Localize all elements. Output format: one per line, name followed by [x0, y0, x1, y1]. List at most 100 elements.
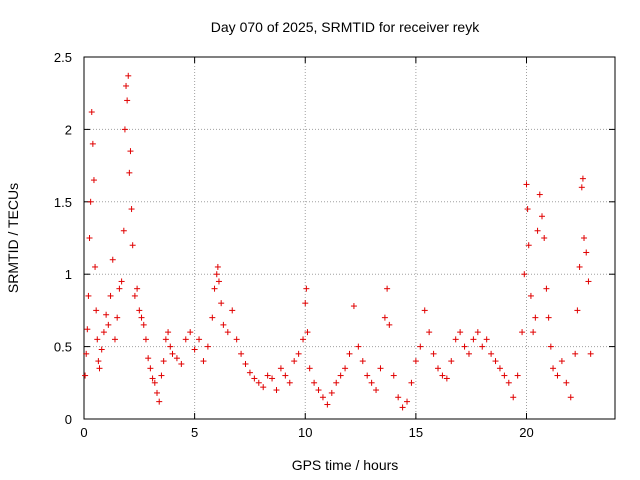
data-point [328, 389, 335, 396]
data-point [204, 343, 211, 350]
data-point [138, 314, 145, 321]
plot-frame [83, 56, 616, 420]
data-point [123, 82, 130, 89]
data-point [96, 365, 103, 372]
data-point [196, 336, 203, 343]
data-point [443, 375, 450, 382]
data-point [576, 263, 583, 270]
data-point [350, 303, 357, 310]
data-point [435, 365, 441, 372]
data-point [134, 285, 141, 292]
data-point [534, 227, 541, 234]
data-point [461, 343, 468, 350]
data-point [238, 350, 245, 357]
data-point [381, 314, 388, 321]
data-point [218, 300, 225, 307]
data-point [579, 175, 586, 182]
data-point [116, 285, 123, 292]
data-point [269, 375, 276, 382]
data-point [154, 389, 161, 396]
data-point [470, 336, 477, 343]
data-point [291, 358, 298, 365]
grid-lines [84, 57, 615, 419]
data-point [448, 358, 455, 365]
data-point [88, 109, 95, 116]
data-point [355, 343, 362, 350]
data-point [127, 148, 134, 155]
data-point [510, 394, 517, 401]
data-point [255, 379, 262, 386]
data-point [583, 249, 590, 256]
data-point [319, 394, 326, 401]
data-point [567, 394, 574, 401]
data-point [209, 314, 216, 321]
data-point [111, 336, 118, 343]
data-point [547, 343, 554, 350]
data-point [107, 292, 114, 299]
data-point [563, 379, 570, 386]
data-point [191, 346, 198, 353]
data-point [224, 329, 231, 336]
data-point [554, 372, 561, 379]
x-tick-label: 5 [191, 425, 198, 440]
data-point [98, 346, 105, 353]
x-tick-label: 0 [80, 425, 87, 440]
data-point [532, 314, 539, 321]
data-point [377, 365, 384, 372]
data-point [118, 278, 125, 285]
data-point [92, 263, 99, 270]
data-point [342, 365, 349, 372]
data-point [404, 398, 411, 405]
data-point [346, 350, 353, 357]
data-point [337, 372, 344, 379]
data-point [100, 329, 107, 336]
data-point [426, 329, 433, 336]
data-point [333, 379, 340, 386]
data-point [524, 206, 531, 213]
data-point [260, 384, 267, 391]
data-point [417, 343, 424, 350]
data-point [182, 336, 189, 343]
data-point [214, 263, 221, 270]
data-point [286, 379, 293, 386]
data-point [585, 278, 592, 285]
data-point [105, 321, 112, 328]
data-point [264, 372, 271, 379]
data-point [550, 365, 557, 372]
data-point [452, 336, 459, 343]
data-point [395, 394, 402, 401]
data-point [129, 242, 136, 249]
data-point [242, 360, 249, 367]
data-point [178, 360, 185, 367]
chart-title: Day 070 of 2025, SRMTID for receiver rey… [211, 19, 480, 35]
data-point [213, 271, 220, 278]
data-point [523, 181, 530, 188]
data-point [158, 372, 165, 379]
data-point [295, 350, 302, 357]
data-point [373, 387, 380, 394]
x-tick-label: 15 [409, 425, 423, 440]
data-point [530, 329, 537, 336]
data-point [543, 285, 550, 292]
data-point [120, 227, 127, 234]
data-point [89, 140, 96, 147]
data-point [233, 336, 240, 343]
data-point [545, 314, 552, 321]
data-point [200, 358, 207, 365]
data-point [246, 369, 253, 376]
data-point [536, 191, 543, 198]
data-point [128, 206, 135, 213]
data-point [145, 355, 152, 362]
data-point [574, 307, 581, 314]
x-axis-ticks: 0 5 10 15 20 [80, 57, 534, 440]
data-point [86, 235, 93, 241]
data-point [483, 336, 490, 343]
data-point [558, 358, 565, 365]
data-point [525, 242, 532, 249]
data-point [421, 307, 428, 314]
data-point [386, 321, 393, 328]
data-point [124, 97, 131, 104]
data-point [300, 336, 307, 343]
data-point [87, 198, 94, 205]
